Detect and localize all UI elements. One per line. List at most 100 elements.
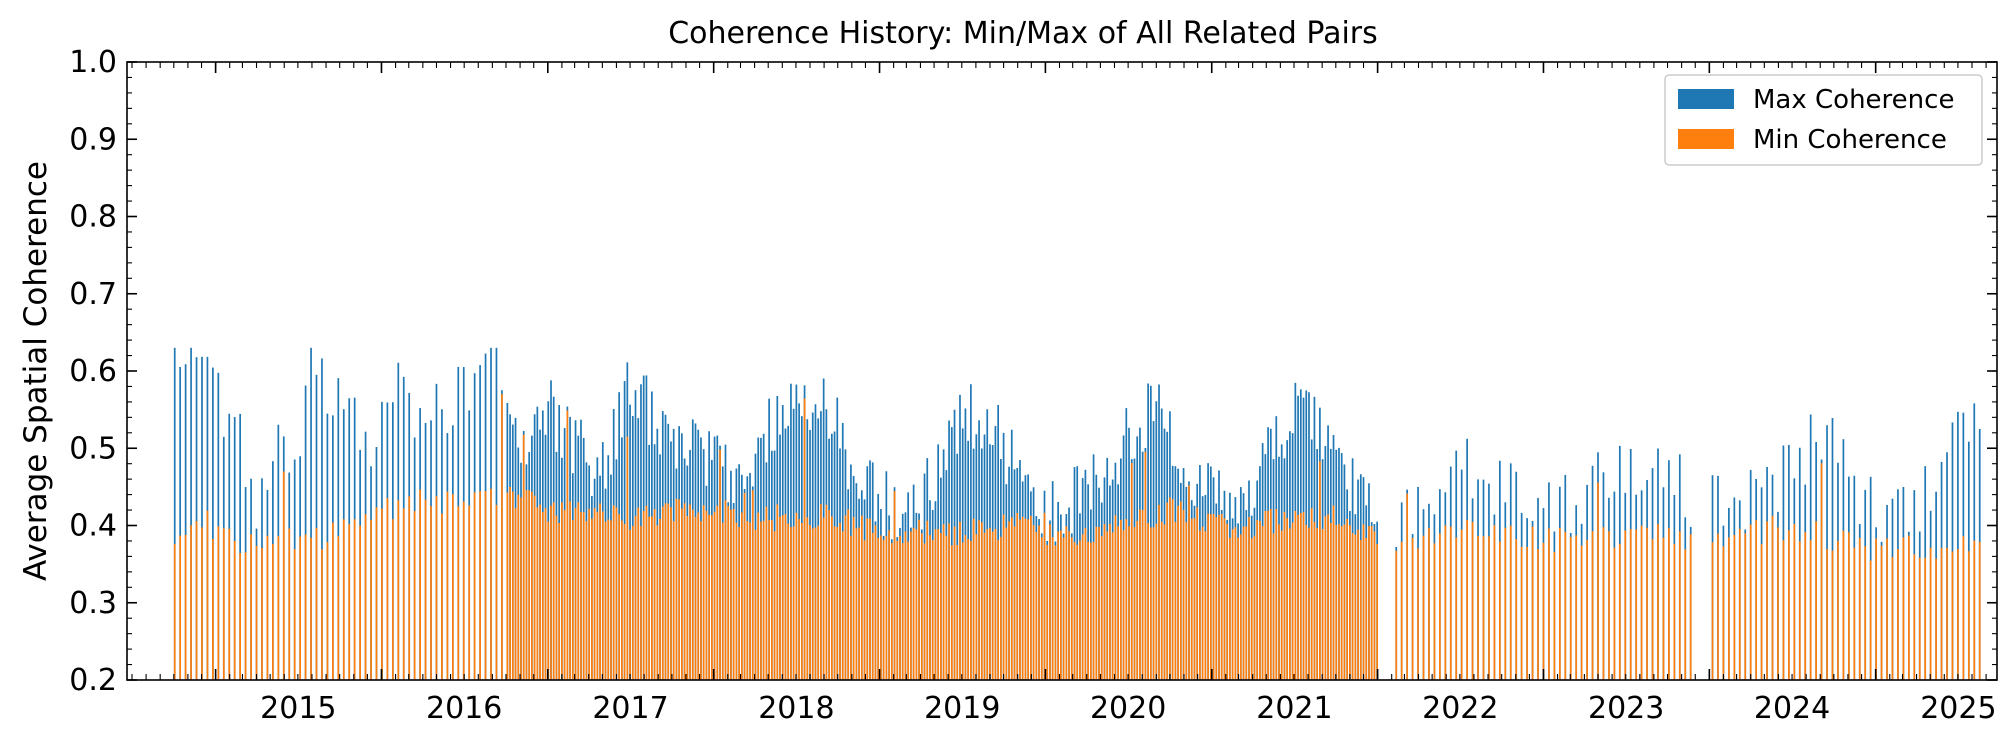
bar-min-98 [607,519,610,680]
bar-min-278 [1098,527,1100,680]
legend-swatch-min [1678,129,1734,149]
bar-min-324 [1223,518,1226,680]
x-tick-label-10: 2025 [1920,691,1996,726]
bar-min-100 [612,505,615,680]
bar-min-99 [610,520,612,680]
bar-min-90 [585,521,588,680]
bar-min-135 [708,514,710,680]
bar-min-403 [1515,539,1518,680]
bar-min-303 [1166,502,1169,680]
bar-min-314 [1196,507,1199,680]
bar-min-91 [588,508,591,680]
bar-min-438 [1722,546,1725,680]
bar-min-342 [1272,533,1275,680]
x-tick-label-7: 2022 [1422,691,1498,726]
bar-min-191 [860,515,863,680]
bar-min-259 [1046,544,1049,680]
bar-min-472 [1907,535,1910,680]
bar-min-46 [424,499,427,680]
bar-min-108 [634,516,637,680]
bar-min-117 [659,518,661,680]
bar-min-37 [375,507,378,680]
bar-min-208 [907,541,910,680]
bar-min-71 [533,495,536,680]
bar-min-325 [1226,523,1229,680]
bar-min-273 [1084,528,1087,680]
bar-min-382 [1400,541,1403,680]
bar-min-404 [1520,546,1523,680]
bar-min-184 [841,531,844,680]
bar-min-244 [1005,527,1008,680]
bar-min-345 [1280,530,1283,680]
bar-min-421 [1613,547,1616,680]
bar-min-285 [1117,526,1119,680]
bar-min-439 [1728,537,1730,680]
bar-min-356 [1310,508,1313,680]
bar-min-206 [901,543,904,680]
bar-min-276 [1092,541,1095,680]
bar-min-44 [413,511,416,680]
bar-min-427 [1646,527,1648,680]
x-tick-label-5: 2020 [1090,691,1166,726]
bar-min-176 [820,504,822,680]
bar-min-81 [561,502,563,680]
bar-min-75 [544,508,547,680]
bar-min-413 [1569,536,1572,680]
bar-min-481 [1957,549,1959,680]
bar-max-480 [1951,422,1954,680]
bar-min-364 [1332,505,1335,680]
bar-min-394 [1466,520,1468,680]
bar-min-89 [582,512,585,680]
bar-min-269 [1073,542,1076,680]
bar-min-17 [266,535,269,680]
bar-min-146 [738,527,740,680]
bar-min-118 [661,506,664,680]
bar-min-49 [441,513,443,680]
bar-min-168 [798,519,800,680]
bar-min-391 [1449,526,1452,680]
bar-min-77 [550,505,552,680]
bar-min-187 [850,535,852,680]
bar-min-185 [844,515,847,680]
bar-min-398 [1488,536,1490,680]
bar-min-310 [1185,522,1188,680]
bar-min-272 [1081,534,1084,680]
bar-min-370 [1349,525,1351,680]
bar-min-179 [828,510,830,680]
bar-min-67 [522,434,525,680]
bar-min-302 [1163,524,1166,680]
bar-min-115 [653,509,656,680]
bar-min-197 [877,537,880,680]
bar-min-282 [1109,523,1111,680]
bar-min-245 [1008,521,1010,680]
bar-min-328 [1234,527,1237,680]
bar-min-396 [1477,535,1479,680]
bar-min-262 [1054,545,1057,680]
bar-min-462 [1853,547,1856,680]
bar-min-252 [1027,519,1029,680]
bar-min-178 [825,504,828,680]
bar-min-422 [1618,543,1621,680]
bar-min-157 [768,519,770,680]
bar-min-88 [580,511,582,680]
chart-title: Coherence History: Min/Max of All Relate… [668,16,1378,51]
y-tick-label-2: 0.4 [69,509,117,544]
bar-min-420 [1608,531,1610,680]
bar-min-213 [920,533,923,680]
bar-min-15 [255,545,258,680]
bar-min-193 [866,518,869,680]
bar-min-73 [539,504,541,680]
bar-min-159 [773,531,776,680]
bar-min-312 [1190,518,1193,680]
bar-min-107 [631,525,634,680]
bar-min-251 [1024,518,1027,680]
bar-min-226 [956,545,959,680]
bar-min-411 [1558,527,1561,680]
bar-min-395 [1471,521,1474,680]
bar-min-323 [1220,514,1223,680]
bar-min-80 [558,523,561,680]
bar-min-211 [915,529,918,680]
bar-min-137 [713,511,716,680]
bar-min-326 [1229,538,1231,680]
